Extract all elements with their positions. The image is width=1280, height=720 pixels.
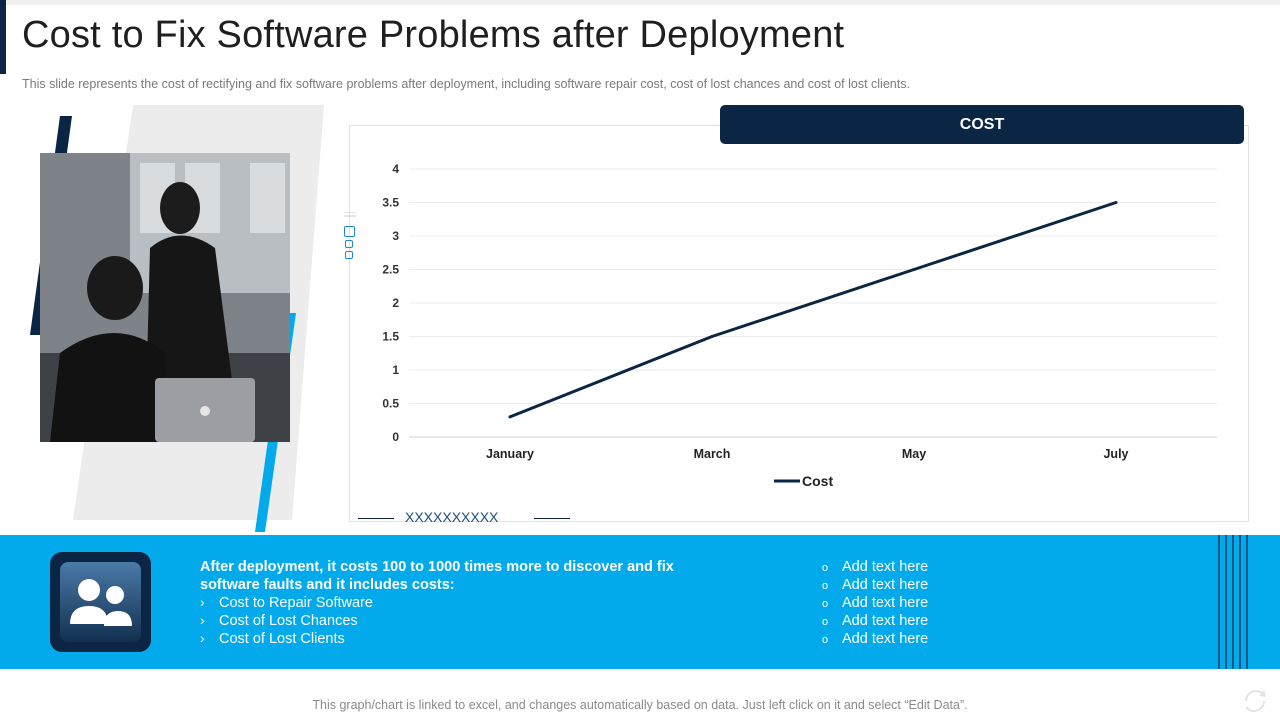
y-tick-label: 2 [392,296,399,310]
info-band [0,535,1280,669]
chevron-right-icon: › [200,612,205,628]
top-strip [0,0,1280,5]
list-item: › Cost of Lost Clients [200,630,345,647]
y-tick-label: 4 [392,162,399,176]
legend-label: Cost [802,473,833,489]
y-tick-label: 3.5 [382,196,399,210]
y-tick-label: 0.5 [382,397,399,411]
team-icon-background [60,562,141,642]
band-heading: After deployment, it costs 100 to 1000 t… [200,559,674,593]
list-item[interactable]: o Add text here [822,631,929,647]
title-accent-bar [0,0,6,74]
data-point [1114,201,1118,204]
x-tick-label: March [694,447,731,461]
list-item[interactable]: o Add text here [822,595,929,611]
x-tick-label: May [902,447,926,461]
users-icon [70,579,132,626]
decor-line-left [358,518,394,519]
y-tick-label: 0 [392,430,399,444]
cost-bullet-list: › Cost to Repair Software › Cost of Lost C… [200,593,373,647]
x-tick-label: January [486,447,534,461]
add-text-list: o Add text here o Add text here o Add text … [822,558,928,648]
list-item[interactable]: o Add text here [822,613,929,629]
circle-bullet-icon: o [822,562,829,574]
chart-title-banner: COST [720,105,1244,144]
team-icon-tile [50,552,151,652]
data-point [710,335,714,338]
team-photo-illustration [40,153,290,442]
refresh-icon [1245,690,1266,712]
chevron-right-icon: › [200,594,205,610]
circle-bullet-icon: o [822,616,829,628]
circle-bullet-icon: o [822,580,829,592]
data-point [508,415,512,419]
y-tick-label: 1 [392,363,399,377]
list-item: › Cost of Lost Chances [200,612,358,629]
resize-handle[interactable] [344,226,355,237]
y-tick-label: 1.5 [382,330,399,344]
resize-handle[interactable] [345,240,353,248]
circle-bullet-icon: o [822,634,829,646]
line-chart[interactable]: 0 0.5 1 1.5 2 2.5 3 3.5 4 January March May July Cost [349,125,1247,520]
decor-x-pattern: XXXXXXXXXX [405,509,499,525]
chevron-right-icon: › [200,630,205,646]
y-tick-label: 2.5 [382,263,399,277]
list-item[interactable]: o Add text here [822,577,929,593]
page-subtitle: This slide represents the cost of rectif… [22,77,910,91]
band-vertical-lines [1218,535,1248,669]
page-title: Cost to Fix Software Problems after Depl… [22,14,845,56]
decor-line-right [534,518,570,519]
footer-note: This graph/chart is linked to excel, and… [312,698,968,712]
x-tick-label: July [1103,447,1128,461]
team-photo [40,153,290,442]
list-item[interactable]: o Add text here [822,559,929,575]
circle-bullet-icon: o [822,598,829,610]
y-tick-label: 3 [392,229,399,243]
resize-handle[interactable] [345,251,353,259]
handle-lines [344,212,356,217]
series-line-cost [509,201,1117,419]
list-item: › Cost to Repair Software [200,594,373,611]
data-point [912,268,916,271]
